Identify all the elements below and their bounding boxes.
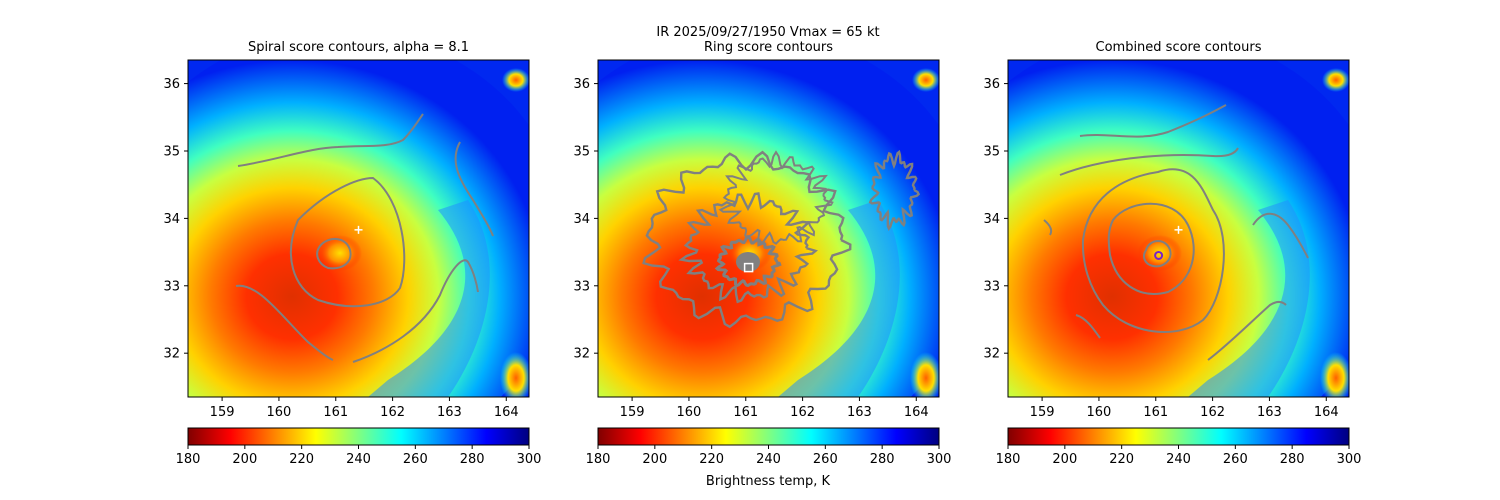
x-tick-label: 161 [733,405,758,420]
x-tick-label: 159 [210,405,235,420]
y-tick-label: 32 [983,347,1000,362]
brightness-image [1008,60,1349,397]
colorbar-label: Brightness temp, K [706,474,831,489]
brightness-image [188,60,529,397]
colorbar-tick-label: 220 [699,452,724,467]
x-tick-label: 161 [323,405,348,420]
y-tick-label: 33 [163,279,180,294]
panel-title: Ring score contours [704,40,833,55]
figure-suptitle: IR 2025/09/27/1950 Vmax = 65 kt [656,25,879,40]
axes-frame [187,59,530,398]
x-tick-label: 161 [1143,405,1168,420]
score-contours [1043,104,1309,361]
x-tick-label: 163 [1257,405,1282,420]
score-contours [235,113,494,363]
x-tick-label: 163 [847,405,872,420]
y-tick-label: 34 [163,212,180,227]
y-tick-label: 35 [573,144,590,159]
colorbar-gradient [187,427,530,446]
x-tick-label: 159 [620,405,645,420]
y-tick-label: 35 [163,144,180,159]
colorbar: 180 200 220 240 260 280 300 [176,427,542,467]
colorbar-tick-label: 180 [176,452,201,467]
x-tick-label: 164 [494,405,519,420]
panel-1: Spiral score contours, alpha = 8.1 159 160… [163,40,542,467]
colorbar-tick-label: 280 [870,452,895,467]
x-tick-label: 160 [1087,405,1112,420]
colorbar-tick-label: 240 [1166,452,1191,467]
colorbar-tick-label: 260 [813,452,838,467]
y-tick-label: 34 [983,212,1000,227]
brightness-image [598,60,939,397]
colorbar-tick-label: 200 [232,452,257,467]
axes-frame [597,59,940,398]
colorbar-tick-label: 300 [517,452,542,467]
colorbar-tick-label: 220 [289,452,314,467]
colorbar: 180 200 220 240 260 280 300 [996,427,1362,467]
colorbar-tick-label: 220 [1109,452,1134,467]
y-tick-label: 33 [573,279,590,294]
x-tick-label: 162 [380,405,405,420]
x-tick-label: 164 [904,405,929,420]
x-tick-label: 163 [437,405,462,420]
colorbar-tick-label: 240 [756,452,781,467]
x-tick-label: 164 [1314,405,1339,420]
axes-frame [1007,59,1350,398]
x-tick-label: 162 [1200,405,1225,420]
colorbar: 180 200 220 240 260 280 300 [586,427,952,467]
colorbar-tick-label: 280 [460,452,485,467]
center-marker [1174,225,1183,234]
y-tick-label: 34 [573,212,590,227]
colorbar-tick-label: 300 [1337,452,1362,467]
colorbar-tick-label: 260 [403,452,428,467]
score-contours [642,149,921,329]
y-tick-label: 36 [163,77,180,92]
y-tick-label: 35 [983,144,1000,159]
colorbar-tick-label: 200 [642,452,667,467]
y-tick-label: 33 [983,279,1000,294]
colorbar-tick-label: 300 [927,452,952,467]
x-tick-label: 159 [1030,405,1055,420]
colorbar-tick-label: 200 [1052,452,1077,467]
x-tick-label: 162 [790,405,815,420]
center-marker [743,262,754,273]
y-tick-label: 36 [983,77,1000,92]
colorbar-gradient [597,427,940,446]
x-tick-label: 160 [677,405,702,420]
x-tick-label: 160 [267,405,292,420]
y-tick-label: 36 [573,77,590,92]
colorbar-tick-label: 180 [996,452,1021,467]
panel-title: Spiral score contours, alpha = 8.1 [248,40,469,55]
colorbar-tick-label: 260 [1223,452,1248,467]
colorbar-gradient [1007,427,1350,446]
panel-3: Combined score contours 159 160 161 162 163 16… [983,40,1362,467]
y-tick-label: 32 [573,347,590,362]
panel-2: Ring score contours 159 160 161 162 163 164 32 3… [573,40,952,467]
colorbar-tick-label: 280 [1280,452,1305,467]
combined-center-marker [1154,250,1164,260]
colorbar-tick-label: 240 [346,452,371,467]
colorbar-tick-label: 180 [586,452,611,467]
center-marker [354,225,363,234]
panel-title: Combined score contours [1096,40,1262,55]
y-tick-label: 32 [163,347,180,362]
